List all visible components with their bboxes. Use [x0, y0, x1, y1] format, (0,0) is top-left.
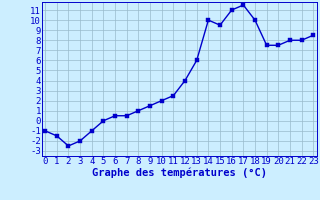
X-axis label: Graphe des températures (°C): Graphe des températures (°C): [92, 167, 267, 178]
